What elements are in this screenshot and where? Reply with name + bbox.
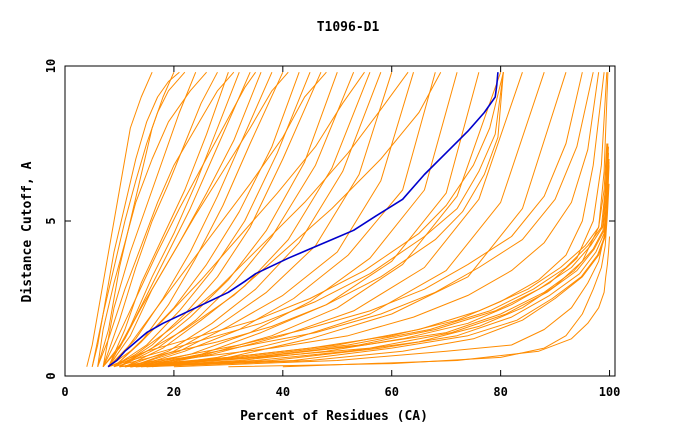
background-series-line-42 — [141, 162, 610, 368]
background-series-line-40 — [135, 158, 610, 368]
background-series-line-2 — [102, 72, 197, 367]
background-series-line-3 — [102, 71, 218, 367]
background-series-line-5 — [108, 72, 240, 367]
background-series-line-1 — [97, 71, 175, 367]
highlight-series-line — [107, 72, 499, 368]
y-tick-label-10: 10 — [44, 59, 58, 73]
y-tick-label-5: 5 — [44, 217, 58, 224]
background-series-line-12 — [119, 71, 322, 368]
background-series-line-8 — [108, 71, 273, 368]
background-series-line-28 — [113, 72, 504, 368]
x-axis-ticks: 0 20 40 60 80 100 — [61, 66, 620, 399]
background-series-line-29 — [119, 72, 583, 368]
series-layer — [86, 71, 611, 368]
background-series-line-13 — [119, 72, 338, 368]
background-series-line-38 — [130, 146, 609, 368]
background-series-line-43 — [173, 158, 609, 368]
background-series-line-53 — [108, 71, 365, 368]
background-series-line-48 — [97, 71, 207, 367]
background-series-line-55 — [113, 71, 442, 368]
background-series-line-18 — [130, 72, 414, 368]
background-series-line-19 — [135, 72, 436, 368]
background-series-line-25 — [152, 72, 567, 368]
background-series-line-31 — [124, 72, 600, 368]
y-axis-ticks: 0 5 10 — [44, 59, 615, 380]
background-series-line-23 — [146, 72, 523, 368]
background-series-line-33 — [130, 72, 608, 368]
background-series-line-54 — [113, 71, 409, 368]
background-series-line-17 — [130, 72, 393, 368]
y-axis-label: Distance Cutoff, A — [20, 161, 35, 302]
background-series-line-26 — [108, 72, 504, 368]
background-series-line-45 — [282, 236, 611, 368]
background-series-line-46 — [86, 71, 153, 367]
x-tick-label-0: 0 — [61, 385, 68, 399]
background-series-line-4 — [108, 72, 229, 367]
background-series-line-47 — [91, 71, 186, 367]
background-series-line-11 — [113, 72, 311, 368]
x-tick-label-80: 80 — [493, 385, 507, 399]
background-series-line-49 — [97, 71, 235, 367]
background-series-line-24 — [146, 72, 545, 368]
background-series-line-34 — [135, 72, 609, 368]
background-series-line-52 — [108, 71, 327, 368]
background-series-line-27 — [108, 72, 504, 368]
background-series-line-32 — [130, 72, 605, 368]
background-series-line-51 — [102, 71, 289, 368]
x-axis-label: Percent of Residues (CA) — [240, 409, 428, 424]
background-series-line-16 — [124, 72, 382, 368]
background-series-line-37 — [124, 143, 609, 368]
x-tick-label-100: 100 — [599, 385, 621, 399]
y-tick-label-0: 0 — [44, 372, 58, 379]
background-series-line-35 — [119, 143, 608, 368]
x-tick-label-60: 60 — [385, 385, 399, 399]
background-series-line-41 — [146, 165, 610, 368]
background-series-line-22 — [141, 72, 502, 368]
chart-title: T1096-D1 — [317, 20, 380, 35]
background-series-line-50 — [102, 71, 256, 367]
plot-area — [64, 65, 616, 377]
background-series-line-0 — [91, 71, 180, 367]
background-series-line-36 — [124, 143, 608, 368]
background-series-line-30 — [119, 72, 594, 368]
background-series-line-10 — [113, 72, 300, 368]
x-tick-label-40: 40 — [276, 385, 290, 399]
background-series-line-14 — [119, 72, 355, 368]
x-tick-label-20: 20 — [167, 385, 181, 399]
